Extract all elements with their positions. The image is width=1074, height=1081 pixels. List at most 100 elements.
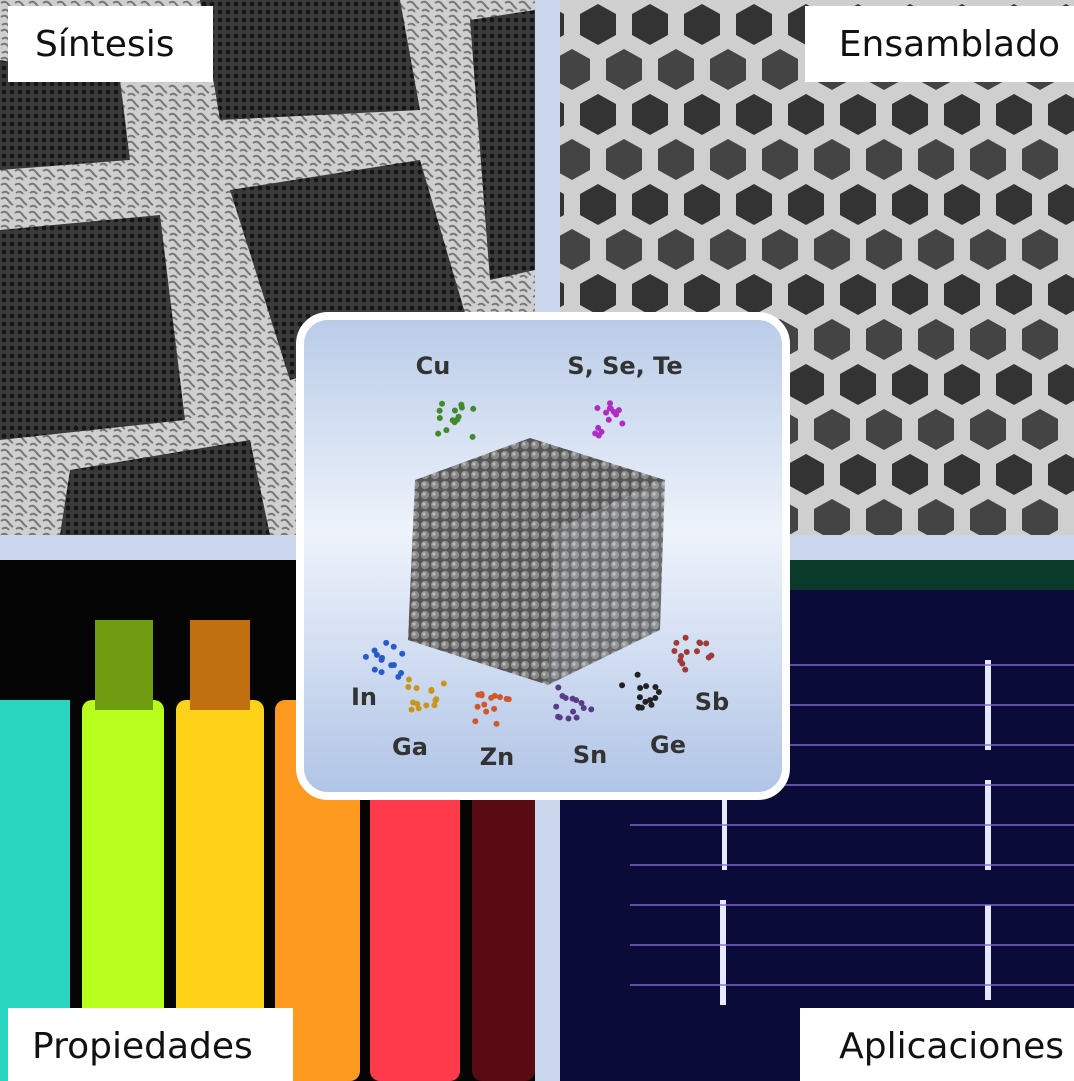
atom-dot: [642, 698, 649, 705]
element-label: Zn: [480, 743, 515, 771]
atom-dot: [405, 676, 412, 683]
atom-dot: [634, 671, 641, 678]
atom-dot: [454, 416, 461, 423]
element-label: Sb: [695, 688, 729, 716]
atom-dot: [379, 654, 386, 661]
atom-dot: [594, 405, 601, 412]
atom-dot: [703, 640, 710, 647]
atom-dot: [635, 704, 642, 711]
atom-dot: [431, 702, 438, 709]
atom-dot: [637, 684, 644, 691]
atom-dot: [553, 703, 560, 710]
atom-clusters: [362, 400, 715, 727]
atom-dot: [573, 714, 580, 721]
atom-dot: [683, 649, 690, 656]
atom-dot: [443, 427, 450, 434]
atom-dot: [588, 706, 595, 713]
atom-dot: [555, 684, 562, 691]
atom-dot: [613, 411, 620, 418]
atom-dot: [398, 669, 405, 676]
atom-dot: [481, 701, 488, 708]
atom-dot: [440, 680, 447, 687]
atom-dot: [682, 666, 689, 673]
atom-dot: [565, 715, 572, 722]
atom-dot: [595, 424, 602, 431]
atom-dot: [648, 701, 655, 708]
atom-dot: [433, 696, 440, 703]
atom-dot: [449, 417, 456, 424]
atom-dot: [413, 685, 420, 692]
atom-dot: [383, 639, 390, 646]
atom-dot: [619, 420, 626, 427]
element-label: In: [351, 683, 377, 711]
atom-dot: [705, 654, 712, 661]
label-box: [800, 1008, 1074, 1081]
atom-dot: [472, 718, 479, 725]
atom-dot: [598, 428, 605, 435]
atom-dot: [636, 694, 643, 701]
label-box: [8, 6, 213, 82]
atom-dot: [496, 694, 503, 701]
element-label: Ga: [392, 733, 428, 761]
atom-dot: [474, 703, 481, 710]
atom-dot: [592, 430, 599, 437]
panel-label: Ensamblado: [839, 24, 1060, 65]
atom-dot: [390, 643, 397, 650]
element-label: S, Se, Te: [567, 352, 682, 380]
atom-dot: [470, 405, 477, 412]
atom-dot: [408, 706, 415, 713]
atom-dot: [436, 407, 443, 414]
label-box: [805, 6, 1074, 82]
atom-dot: [603, 409, 610, 416]
atom-dot: [390, 662, 397, 669]
atom-dot: [652, 683, 659, 690]
atom-dot: [673, 639, 680, 646]
atom-dot: [671, 648, 678, 655]
atom-dot: [605, 416, 612, 423]
element-label: Ge: [650, 731, 686, 759]
atom-dot: [578, 699, 585, 706]
atom-dot: [458, 404, 465, 411]
panel-label: Síntesis: [35, 24, 174, 65]
atom-dot: [647, 697, 654, 704]
atom-dot: [493, 720, 500, 727]
panel-label: Aplicaciones: [839, 1026, 1064, 1067]
atom-dot: [503, 695, 510, 702]
atom-dot: [439, 400, 446, 407]
atom-dot: [478, 691, 485, 698]
atom-dot: [682, 634, 689, 641]
atom-dot: [491, 705, 498, 712]
atom-dot: [655, 688, 662, 695]
nanocrystal-cube: [408, 438, 665, 685]
atom-dot: [362, 653, 369, 660]
label-box: [8, 1008, 293, 1081]
atom-dot: [679, 660, 686, 667]
atom-dot: [414, 700, 421, 707]
panel-label: Propiedades: [32, 1026, 253, 1067]
atom-dot: [423, 702, 430, 709]
atom-dot: [371, 666, 378, 673]
atom-dot: [469, 433, 476, 440]
atom-dot: [488, 694, 495, 701]
atom-dot: [399, 650, 406, 657]
atom-dot: [652, 694, 659, 701]
atom-dot: [607, 400, 614, 407]
atom-dot: [607, 405, 614, 412]
atom-dot: [373, 651, 380, 658]
atom-dot: [405, 683, 412, 690]
atom-dot: [428, 687, 435, 694]
element-label: Cu: [416, 352, 451, 380]
atom-dot: [580, 705, 587, 712]
element-label: Sn: [573, 741, 607, 769]
atom-dot: [643, 683, 650, 690]
atom-dot: [573, 697, 580, 704]
atom-dot: [378, 669, 385, 676]
atom-dot: [615, 407, 622, 414]
atom-dot: [697, 640, 704, 647]
atom-dot: [619, 682, 626, 689]
atom-dot: [415, 705, 422, 712]
atom-dot: [483, 708, 490, 715]
atom-dot: [435, 430, 442, 437]
atom-dot: [570, 708, 577, 715]
